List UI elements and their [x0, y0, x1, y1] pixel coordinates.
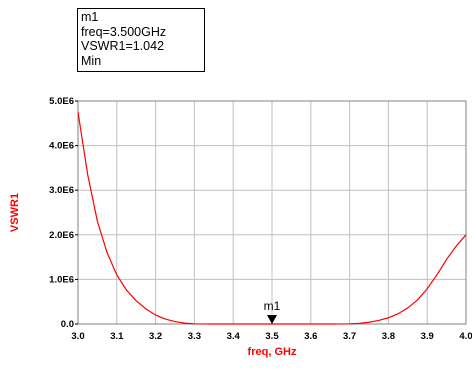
- y-tick-label: 4.0E6: [49, 141, 74, 152]
- vswr-curve: [77, 112, 467, 325]
- y-tick-label: 1.0E6: [49, 274, 74, 285]
- marker-vswr-value: VSWR1=1.042: [81, 39, 165, 53]
- x-tick-label: 3.8: [382, 331, 395, 342]
- x-tick-label: 3.0: [71, 331, 84, 342]
- x-tick-label: 3.3: [188, 331, 201, 342]
- marker-label: m1: [264, 299, 281, 313]
- marker-triangle: [267, 314, 277, 324]
- x-axis-label: freq, GHz: [248, 346, 297, 358]
- y-tick-label: 2.0E6: [49, 230, 74, 241]
- x-tick-label: 3.2: [149, 331, 162, 342]
- y-tick-label: 3.0E6: [49, 185, 74, 196]
- marker-frequency: freq=3.500GHz: [81, 24, 167, 39]
- x-tick-label: 3.6: [304, 331, 317, 342]
- x-tick-label: 3.5: [265, 331, 279, 342]
- marker-name: m1: [81, 10, 99, 24]
- x-tick-label: 3.7: [343, 331, 356, 342]
- marker-readout-box[interactable]: m1 freq=3.500GHz VSWR1=1.042 Min: [77, 8, 205, 72]
- x-tick-label: 3.1: [110, 331, 124, 342]
- y-tick-label: 5.0E6: [49, 96, 74, 107]
- x-tick-label: 4.0: [459, 331, 472, 342]
- x-tick-label: 3.4: [227, 331, 241, 342]
- marker-mode: Min: [81, 53, 102, 68]
- x-tick-label: 3.9: [421, 331, 434, 342]
- y-tick-label: 0.0: [61, 319, 74, 330]
- y-axis-label: VSWR1: [9, 193, 21, 232]
